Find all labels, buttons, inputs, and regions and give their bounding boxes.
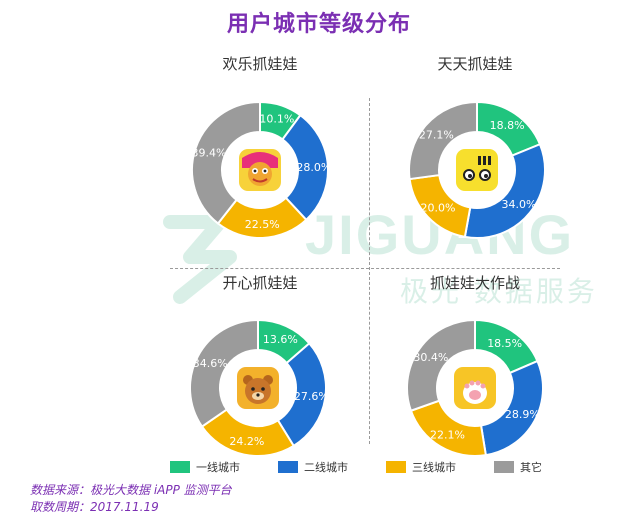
data-label-tier2: 28.9%	[505, 408, 540, 421]
cat-paw-app-icon	[454, 367, 496, 409]
legend-label-other: 其它	[520, 461, 542, 474]
data-source: 数据来源：极光大数据 iAPP 监测平台	[30, 483, 232, 497]
data-label-tier3: 24.2%	[229, 435, 264, 448]
data-label-tier2: 34.0%	[501, 198, 536, 211]
data-label-tier3: 22.5%	[245, 218, 280, 231]
data-label-tier2: 27.6%	[294, 390, 329, 403]
data-label-other: 39.4%	[191, 146, 226, 159]
legend-item-tier3: 三线城市	[386, 459, 456, 475]
donut-slice-other	[189, 318, 259, 428]
data-label-tier2: 28.0%	[296, 161, 331, 174]
legend-swatch-other	[494, 461, 514, 473]
data-label-tier1: 18.5%	[487, 337, 522, 350]
donut-slice-other	[406, 318, 476, 413]
donut-chart-1: 10.1% 28.0% 22.5% 39.4%	[191, 100, 331, 239]
legend-item-tier1: 一线城市	[170, 459, 240, 475]
yellow-face-app-icon	[456, 149, 498, 191]
legend-label-tier1: 一线城市	[196, 461, 240, 474]
donut-chart-2: 18.8% 34.0% 20.0% 27.1%	[408, 100, 546, 239]
data-label-other: 34.6%	[193, 357, 228, 370]
donut-chart-3: 13.6% 27.6% 24.2% 34.6%	[189, 318, 329, 457]
legend-item-tier2: 二线城市	[278, 459, 348, 475]
data-label-tier3: 20.0%	[420, 201, 455, 214]
legend-swatch-tier1	[170, 461, 190, 473]
donut-chart-4: 18.5% 28.9% 22.1% 30.4%	[406, 318, 544, 457]
chart-title-2: 天天抓娃娃	[437, 55, 513, 73]
data-label-tier1: 10.1%	[259, 113, 294, 126]
data-label-other: 30.4%	[413, 351, 448, 364]
donut-slice-other	[191, 100, 261, 225]
data-label-tier1: 18.8%	[490, 119, 525, 132]
horizontal-divider	[170, 268, 560, 269]
page-title: 用户城市等级分布	[226, 12, 411, 37]
legend-item-other: 其它	[494, 459, 542, 475]
chart-title-1: 欢乐抓娃娃	[222, 55, 298, 73]
chart-title-3: 开心抓娃娃	[222, 274, 298, 292]
data-label-other: 27.1%	[419, 128, 454, 141]
legend-label-tier3: 三线城市	[412, 461, 456, 474]
donut-slice-tier2	[276, 341, 327, 448]
bear-app-icon	[237, 367, 279, 409]
legend-swatch-tier3	[386, 461, 406, 473]
legend-swatch-tier2	[278, 461, 298, 473]
data-period: 取数周期：2017.11.19	[30, 500, 159, 514]
data-label-tier1: 13.6%	[263, 333, 298, 346]
legend-label-tier2: 二线城市	[304, 461, 348, 474]
chart-title-4: 抓娃娃大作战	[429, 274, 520, 292]
donut-slice-other	[408, 100, 478, 181]
data-label-tier3: 22.1%	[430, 428, 465, 441]
cartoon-creature-app-icon	[239, 149, 281, 191]
donut-slice-tier2	[463, 142, 546, 239]
vertical-divider	[369, 98, 370, 444]
